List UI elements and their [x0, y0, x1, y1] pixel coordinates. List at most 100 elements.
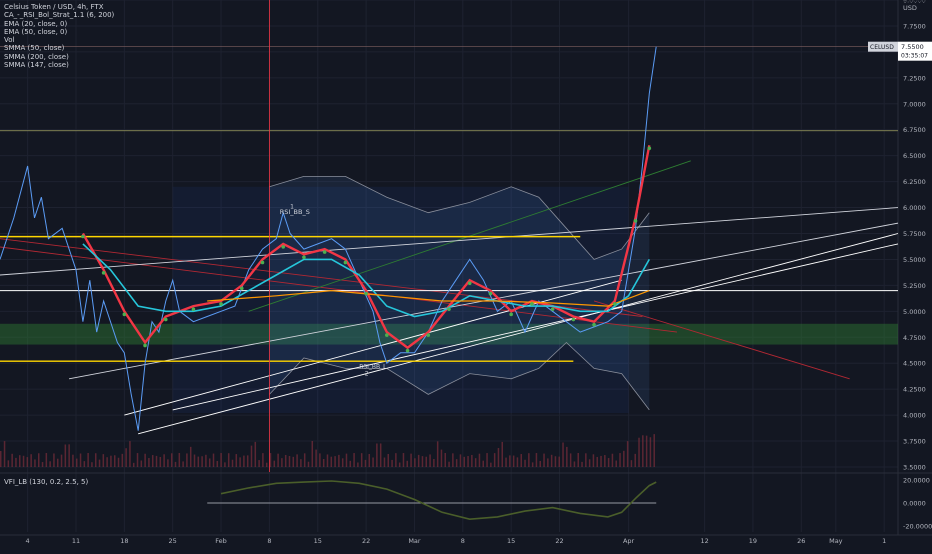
- volume-bar: [463, 456, 466, 467]
- symbol-title[interactable]: Celsius Token / USD, 4h, FTX: [4, 3, 104, 11]
- volume-bar: [600, 455, 602, 467]
- volume-bar: [497, 448, 500, 467]
- indicator-smma50[interactable]: SMMA (50, close): [4, 44, 65, 53]
- y-tick-label: 4.5000: [903, 360, 926, 368]
- x-tick-label: 18: [120, 537, 128, 545]
- volume-bar: [558, 456, 560, 467]
- volume-bar: [186, 453, 188, 467]
- volume-bar: [94, 453, 97, 467]
- rsi-dot: [101, 271, 106, 275]
- volume-bar: [235, 454, 238, 467]
- volume-bar: [22, 455, 25, 467]
- volume-bar: [379, 443, 382, 467]
- x-tick-label: 15: [314, 537, 322, 545]
- indicator-ema20[interactable]: EMA (20, close, 0): [4, 19, 68, 28]
- volume-bar: [315, 449, 317, 467]
- rsi-dot: [405, 348, 410, 353]
- indicator-rsi-bol[interactable]: CA_-_RSI_Bol_Strat_1.1 (6, 200): [4, 11, 115, 20]
- volume-bar: [303, 453, 306, 467]
- volume-bar: [205, 454, 207, 467]
- y-tick-label: 3.5000: [903, 464, 926, 472]
- volume-bar: [125, 448, 127, 467]
- volume-bar: [642, 435, 644, 467]
- volume-bar: [307, 461, 310, 467]
- volume-bar: [140, 460, 143, 467]
- vfi-line[interactable]: [220, 480, 657, 521]
- trend-line[interactable]: [593, 300, 850, 380]
- volume-bar: [535, 453, 538, 467]
- volume-bar: [398, 462, 401, 467]
- y-tick-label: 5.5000: [903, 256, 926, 264]
- volume-bar: [493, 453, 496, 467]
- indicator-ema50[interactable]: EMA (50, close, 0): [4, 27, 68, 36]
- volume-bar: [573, 461, 576, 467]
- volume-bar: [102, 454, 105, 467]
- series-line-2[interactable]: [82, 243, 650, 318]
- trend-line[interactable]: [172, 243, 899, 411]
- volume-bar: [243, 455, 245, 467]
- y-tick-label: 5.7500: [903, 230, 926, 238]
- y-tick-label: 3.7500: [903, 438, 926, 446]
- volume-bar: [539, 460, 541, 467]
- indicator-smma147[interactable]: SMMA (147, close): [4, 61, 69, 70]
- volume-bar: [588, 459, 591, 467]
- rsi-top-count: 1: [290, 204, 294, 211]
- rsi-dot: [571, 317, 576, 322]
- volume-bar: [604, 455, 606, 467]
- volume-bar: [444, 453, 447, 467]
- volume-bar: [129, 441, 131, 467]
- volume-bar: [550, 454, 553, 467]
- trend-line[interactable]: [138, 233, 899, 435]
- x-tick-label: Apr: [623, 537, 635, 545]
- volume-bar: [26, 457, 29, 467]
- rsi-bottom-label: RSI_BB_L: [359, 363, 387, 370]
- y-tick-label-top: 8.0000: [903, 0, 926, 5]
- volume-bar: [220, 453, 222, 467]
- selection-box: [172, 186, 629, 414]
- trend-line[interactable]: [0, 207, 899, 276]
- volume-bar: [121, 453, 124, 467]
- series-line-3[interactable]: [207, 289, 650, 307]
- volume-bar: [330, 456, 333, 467]
- volume-bar: [56, 458, 59, 467]
- volume-bar: [49, 461, 51, 467]
- indicator-vol[interactable]: Vol: [4, 36, 15, 45]
- volume-bar: [75, 458, 78, 467]
- rsi-dot: [219, 302, 223, 306]
- volume-bar: [638, 437, 640, 467]
- trend-line[interactable]: [0, 246, 678, 333]
- volume-bar: [98, 459, 101, 467]
- volume-bar: [505, 457, 507, 467]
- volume-bar: [132, 462, 135, 467]
- volume-bar: [368, 454, 371, 467]
- volume-bar: [455, 459, 458, 467]
- indicator-smma200[interactable]: SMMA (200, close): [4, 52, 69, 61]
- volume-bar: [64, 444, 67, 467]
- volume-bar: [178, 453, 181, 467]
- rsi-dot: [322, 250, 327, 254]
- volume-bar: [360, 453, 363, 467]
- volume-bar: [151, 455, 154, 467]
- volume-bar: [596, 456, 598, 467]
- volume-bar: [227, 453, 230, 467]
- x-tick-label: 11: [72, 537, 80, 545]
- volume-bar: [212, 453, 215, 467]
- rsi-dot: [467, 281, 472, 286]
- volume-bar: [528, 453, 530, 467]
- rsi-dot: [122, 312, 127, 317]
- volume-bar: [144, 453, 146, 467]
- vfi-tick-label: -20.0000: [903, 523, 932, 531]
- price-tag-bg: [898, 41, 932, 61]
- price-tag-countdown: 03:35:07: [901, 53, 928, 60]
- volume-bar: [18, 455, 21, 467]
- vfi-label[interactable]: VFI_LB (130, 0.2, 2.5, 5): [4, 478, 89, 486]
- volume-bar: [3, 441, 6, 467]
- volume-bar: [448, 461, 450, 467]
- volume-bar: [250, 445, 253, 467]
- rsi-dot: [509, 312, 513, 317]
- volume-bar: [372, 457, 374, 467]
- volume-bar: [216, 460, 219, 467]
- volume-bar: [581, 461, 583, 467]
